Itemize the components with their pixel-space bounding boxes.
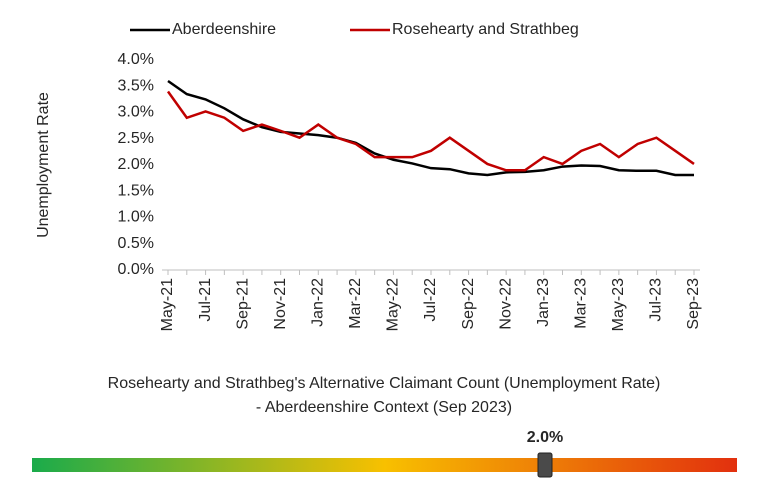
- line-series: [166, 90, 695, 172]
- caption: Rosehearty and Strathbeg's Alternative C…: [108, 375, 661, 392]
- y-axis-label: Unemployment Rate: [35, 92, 52, 238]
- x-tick-label: Jul-22: [422, 278, 439, 322]
- y-tick-label: 2.5%: [118, 130, 154, 147]
- x-tick-label: Mar-23: [573, 278, 590, 329]
- y-tick-label: 2.0%: [118, 156, 154, 173]
- x-tick-label: May-23: [610, 278, 627, 331]
- y-tick-label: 0.0%: [118, 261, 154, 278]
- x-tick-label: Jan-23: [535, 278, 552, 327]
- caption: - Aberdeenshire Context (Sep 2023): [256, 399, 512, 416]
- x-tick-label: Sep-23: [685, 278, 702, 330]
- indicator-label: 2.0%: [527, 429, 563, 446]
- y-tick-label: 3.5%: [118, 77, 154, 94]
- x-tick-label: Jan-22: [310, 278, 327, 327]
- x-tick-label: Jul-23: [648, 278, 665, 322]
- x-tick-label: Sep-21: [234, 278, 251, 330]
- legend-label: Aberdeenshire: [172, 21, 276, 38]
- legend-label: Rosehearty and Strathbeg: [392, 21, 579, 38]
- indicator-marker: [537, 452, 553, 478]
- x-tick-label: Jul-21: [197, 278, 214, 322]
- y-tick-label: 0.5%: [118, 235, 154, 252]
- x-tick-label: May-21: [159, 278, 176, 331]
- y-tick-label: 3.0%: [118, 104, 154, 121]
- x-tick-label: Nov-21: [272, 278, 289, 330]
- line-series: [167, 79, 694, 177]
- y-tick-label: 4.0%: [118, 51, 154, 68]
- x-tick-label: Nov-22: [497, 278, 514, 330]
- x-tick-label: Sep-22: [460, 278, 477, 330]
- x-tick-label: Mar-22: [347, 278, 364, 329]
- scale-bar: [32, 458, 737, 472]
- y-tick-label: 1.5%: [118, 182, 154, 199]
- x-tick-label: May-22: [385, 278, 402, 331]
- y-tick-label: 1.0%: [118, 209, 154, 226]
